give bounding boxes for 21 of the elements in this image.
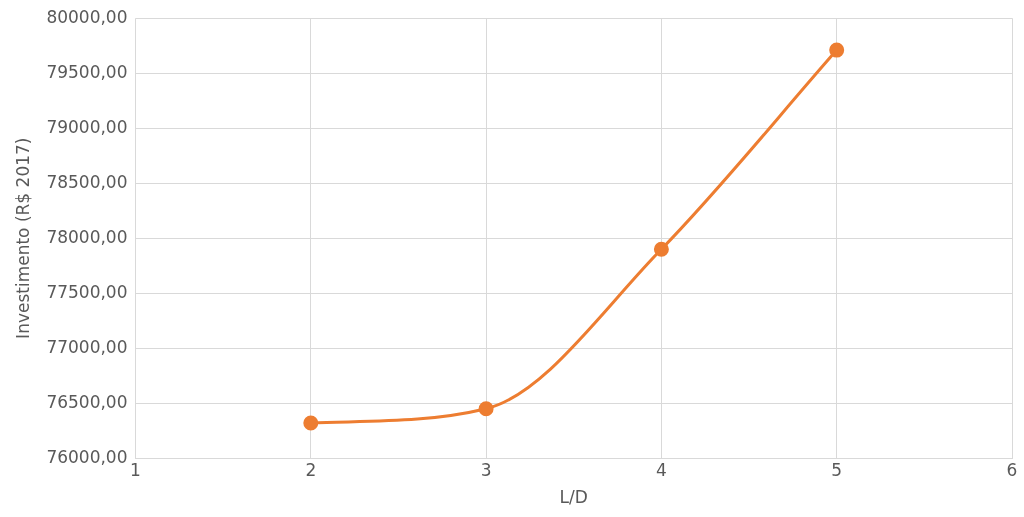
y-tick-label: 76500,00 <box>46 391 128 412</box>
x-tick-label: 3 <box>480 459 492 480</box>
y-tick-label: 79500,00 <box>46 61 128 82</box>
point <box>829 42 845 58</box>
y-tick-label: 78500,00 <box>46 171 128 192</box>
point <box>303 415 319 431</box>
x-tick-label: 1 <box>130 459 141 480</box>
x-axis-title: L/D <box>559 487 588 508</box>
y-tick-label: 80000,00 <box>46 6 128 27</box>
x-tick-label: 5 <box>831 459 843 480</box>
y-tick-label: 76000,00 <box>46 446 128 467</box>
y-tick-label: 78000,00 <box>46 226 128 247</box>
point <box>653 241 669 257</box>
x-tick-label: 6 <box>1006 459 1018 480</box>
y-axis-title: Investimento (R$ 2017) <box>12 137 33 339</box>
x-tick-label: 4 <box>655 459 667 480</box>
y-tick-label: 79000,00 <box>46 116 128 137</box>
x-tick-label: 2 <box>305 459 317 480</box>
y-tick-label: 77500,00 <box>46 281 128 302</box>
point <box>478 401 494 417</box>
y-tick-label: 77000,00 <box>46 336 128 357</box>
